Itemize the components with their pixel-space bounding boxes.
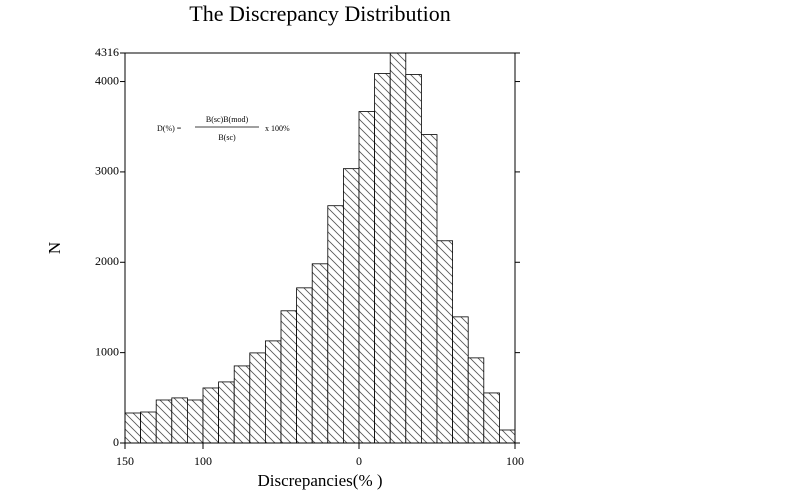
- y-tick-label: 4316: [95, 45, 119, 59]
- bar: [218, 381, 235, 444]
- x-axis-label: Discrepancies(% ): [257, 471, 382, 490]
- bar: [249, 352, 266, 444]
- bar: [202, 387, 219, 444]
- bar: [155, 399, 173, 444]
- plot-frame: [124, 52, 516, 444]
- chart-title: The Discrepancy Distribution: [189, 1, 451, 26]
- bar: [296, 287, 313, 444]
- y-axis-label: N: [45, 242, 64, 254]
- bar: [233, 365, 251, 444]
- bar: [280, 310, 298, 444]
- bar: [124, 412, 141, 444]
- bar: [498, 429, 516, 444]
- bar: [467, 357, 485, 444]
- bar: [140, 411, 157, 444]
- formula-numerator: B(sc)B(mod): [206, 115, 249, 124]
- bar: [436, 240, 453, 444]
- bar: [452, 316, 469, 444]
- y-tick-label: 3000: [95, 164, 119, 178]
- bar: [171, 397, 188, 444]
- y-tick-label: 2000: [95, 254, 119, 268]
- x-tick-label: 100: [506, 454, 524, 468]
- bar: [311, 263, 329, 444]
- x-tick-label: 100: [194, 454, 212, 468]
- y-tick-label: 0: [113, 435, 119, 449]
- bar: [327, 205, 344, 444]
- bar: [342, 168, 360, 444]
- bars: [124, 52, 516, 444]
- y-tick-label: 1000: [95, 344, 119, 358]
- bar: [405, 74, 422, 444]
- bar: [389, 52, 407, 444]
- bar: [358, 111, 376, 444]
- bar: [264, 340, 282, 444]
- formula-lhs: D(%) =: [157, 124, 182, 133]
- y-tick-label: 4000: [95, 73, 119, 87]
- x-tick-label: 150: [116, 454, 134, 468]
- bar: [483, 392, 500, 444]
- formula-rhs: x 100%: [265, 124, 290, 133]
- bar: [374, 73, 391, 444]
- bar: [186, 399, 204, 444]
- x-tick-label: 0: [356, 454, 362, 468]
- formula-denominator: B(sc): [218, 133, 236, 142]
- bar: [420, 134, 438, 444]
